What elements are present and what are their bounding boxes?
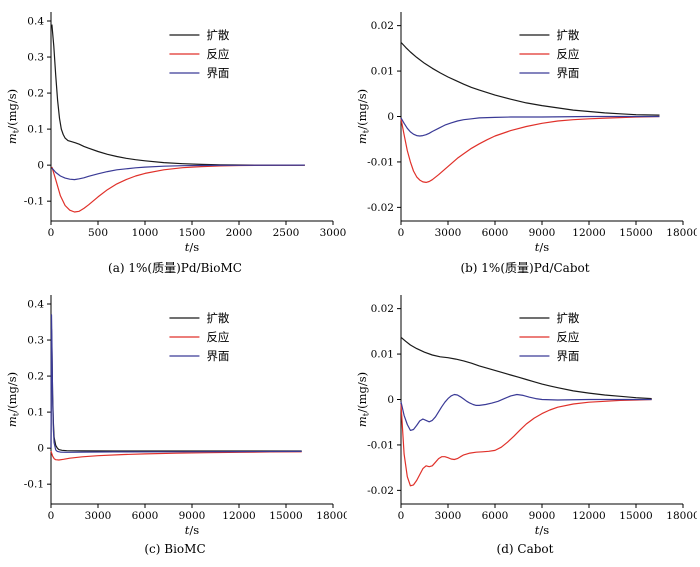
- series-line-reaction: [51, 164, 305, 213]
- subplot-b-caption: (b) 1%(质量)Pd/Cabot: [460, 261, 590, 275]
- x-tick-label: 0: [398, 227, 405, 239]
- series-line-diffusion: [400, 41, 660, 116]
- subplot-b-plot: 0 3000 6000 9000 12000 15000 18000 -0.02 -0.01 0 0…: [353, 2, 700, 257]
- y-tick-label: 0.3: [27, 334, 44, 346]
- x-axis-label: t/s: [535, 240, 549, 254]
- x-axis-label: t/s: [185, 523, 199, 537]
- subplot-d: 0 3000 6000 9000 12000 15000 18000 -0.02 -0.01 0 0…: [350, 285, 700, 567]
- x-tick-label: 15000: [619, 227, 652, 239]
- series-line-reaction: [400, 115, 660, 183]
- series-line-diffusion: [51, 24, 305, 166]
- y-axis-label: mt/(mg/s): [5, 371, 22, 426]
- subplot-c: 0 3000 6000 9000 12000 15000 18000 -0.1 0 0.1 0.2 0…: [0, 285, 350, 567]
- series-line-interface: [400, 115, 660, 137]
- legend-label-interface: 界面: [206, 66, 229, 80]
- x-tick-label: 6000: [132, 510, 159, 522]
- legend-label-interface: 界面: [556, 66, 579, 80]
- x-axis-label: t/s: [185, 240, 199, 254]
- subplot-a-plot: 0 500 1000 1500 2000 2500 3000 -0.1 0 0.1 0.2 0.3 0.…: [3, 2, 347, 257]
- subplot-b: 0 3000 6000 9000 12000 15000 18000 -0.02 -0.01 0 0…: [350, 2, 700, 285]
- subplot-a: 0 500 1000 1500 2000 2500 3000 -0.1 0 0.1 0.2 0.3 0.…: [0, 2, 350, 285]
- legend-label-diffusion: 扩散: [556, 310, 579, 324]
- y-tick-label: 0.02: [371, 303, 394, 315]
- x-tick-label: 0: [48, 510, 55, 522]
- legend-label-reaction: 反应: [556, 329, 579, 343]
- x-tick-label: 3000: [85, 510, 112, 522]
- y-tick-label: 0: [37, 160, 44, 172]
- series-line-diffusion: [400, 336, 652, 399]
- chart-svg: 0 500 1000 1500 2000 2500 3000 -0.1 0 0.1 0.2 0.3 0.…: [5, 12, 347, 254]
- y-tick-label: -0.1: [24, 478, 44, 490]
- y-tick-label: 0: [37, 442, 44, 454]
- x-tick-label: 3000: [320, 227, 347, 239]
- legend-label-diffusion: 扩散: [206, 28, 229, 42]
- x-tick-label: 12000: [572, 227, 605, 239]
- chart-svg: 0 3000 6000 9000 12000 15000 18000 -0.02 -0.01 0 0…: [355, 12, 700, 254]
- legend-label-interface: 界面: [206, 348, 229, 362]
- y-tick-label: 0.01: [371, 348, 394, 360]
- y-tick-label: 0.01: [371, 66, 394, 78]
- x-tick-label: 15000: [269, 510, 302, 522]
- x-tick-label: 0: [398, 510, 405, 522]
- y-tick-label: 0: [387, 111, 394, 123]
- subplot-c-caption: (c) BioMC: [144, 541, 206, 556]
- series-line-reaction: [50, 450, 302, 461]
- x-tick-label: 9000: [529, 227, 556, 239]
- x-tick-label: 3000: [435, 510, 462, 522]
- x-tick-label: 6000: [482, 227, 509, 239]
- subplot-d-plot: 0 3000 6000 9000 12000 15000 18000 -0.02 -0.01 0 0…: [353, 285, 700, 540]
- x-tick-label: 18000: [666, 510, 697, 522]
- y-tick-label: -0.02: [367, 202, 394, 214]
- y-tick-label: 0: [387, 394, 394, 406]
- y-axis-label: mt/(mg/s): [355, 89, 372, 144]
- y-tick-label: -0.01: [367, 439, 394, 451]
- legend-label-reaction: 反应: [556, 47, 579, 61]
- y-axis-label: mt/(mg/s): [5, 89, 22, 144]
- x-tick-label: 500: [88, 227, 108, 239]
- y-tick-label: -0.1: [24, 196, 44, 208]
- y-tick-label: 0.2: [27, 370, 44, 382]
- x-tick-label: 15000: [619, 510, 652, 522]
- y-tick-label: 0.4: [27, 298, 44, 310]
- series-line-interface: [400, 393, 652, 431]
- series-line-interface: [51, 164, 305, 181]
- x-tick-label: 0: [48, 227, 55, 239]
- legend-label-diffusion: 扩散: [206, 310, 229, 324]
- y-tick-label: 0.02: [371, 20, 394, 32]
- x-tick-label: 1000: [132, 227, 159, 239]
- x-tick-label: 2500: [273, 227, 300, 239]
- chart-svg: 0 3000 6000 9000 12000 15000 18000 -0.1 0 0.1 0.2 0…: [5, 294, 350, 537]
- x-tick-label: 12000: [222, 510, 255, 522]
- chart-svg: 0 3000 6000 9000 12000 15000 18000 -0.02 -0.01 0 0…: [355, 294, 700, 537]
- series-line-interface: [50, 313, 302, 453]
- x-tick-label: 6000: [482, 510, 509, 522]
- legend-label-diffusion: 扩散: [556, 28, 579, 42]
- y-tick-label: -0.01: [367, 156, 394, 168]
- y-tick-label: 0.2: [27, 88, 44, 100]
- legend-label-reaction: 反应: [206, 47, 229, 61]
- subplot-d-caption: (d) Cabot: [496, 541, 554, 556]
- x-axis-label: t/s: [535, 523, 549, 537]
- x-tick-label: 3000: [435, 227, 462, 239]
- x-tick-label: 9000: [179, 510, 206, 522]
- y-tick-label: 0.4: [27, 16, 44, 28]
- x-tick-label: 1500: [179, 227, 206, 239]
- series-line-diffusion: [50, 328, 302, 452]
- y-tick-label: -0.02: [367, 484, 394, 496]
- series-line-reaction: [400, 398, 652, 486]
- legend-label-interface: 界面: [556, 348, 579, 362]
- x-tick-label: 12000: [572, 510, 605, 522]
- y-axis-label: mt/(mg/s): [355, 371, 372, 426]
- y-tick-label: 0.1: [27, 124, 44, 136]
- legend-label-reaction: 反应: [206, 329, 229, 343]
- x-tick-label: 18000: [666, 227, 697, 239]
- x-tick-label: 2000: [226, 227, 253, 239]
- y-tick-label: 0.3: [27, 52, 44, 64]
- subplot-c-plot: 0 3000 6000 9000 12000 15000 18000 -0.1 0 0.1 0.2 0…: [3, 285, 350, 540]
- x-tick-label: 9000: [529, 510, 556, 522]
- x-tick-label: 18000: [316, 510, 347, 522]
- y-tick-label: 0.1: [27, 406, 44, 418]
- subplot-a-caption: (a) 1%(质量)Pd/BioMC: [108, 261, 242, 275]
